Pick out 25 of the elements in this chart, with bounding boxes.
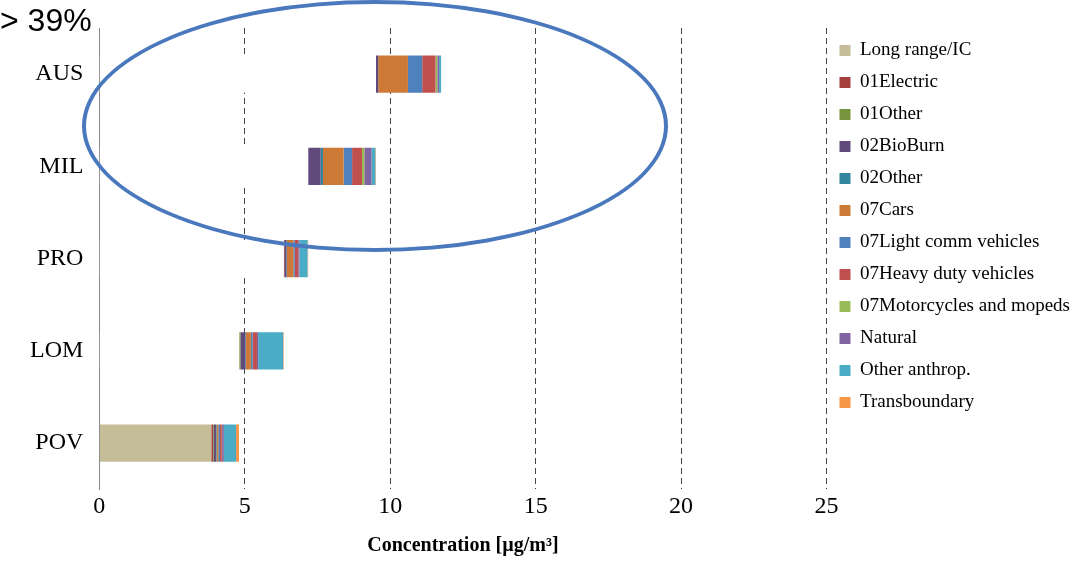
x-tick-label: 10 <box>378 491 403 518</box>
x-axis-title: Concentration [µg/m³] <box>367 533 559 557</box>
y-tick-label: MIL <box>39 151 84 178</box>
legend-label: Other anthrop. <box>859 358 971 380</box>
legend-label: 01Electric <box>859 70 939 92</box>
x-tick-label: 0 <box>93 491 106 518</box>
y-tick-label: AUS <box>35 59 84 86</box>
x-tick-label: 5 <box>238 491 251 518</box>
y-tick-label: PRO <box>36 243 84 270</box>
legend-label: 02BioBurn <box>859 134 945 156</box>
legend-label: Long range/IC <box>859 38 972 60</box>
y-tick-label: LOM <box>29 336 84 363</box>
y-tick-label: POV <box>35 428 84 455</box>
legend-label: Transboundary <box>859 390 975 412</box>
legend-label: 07Heavy duty vehicles <box>859 262 1035 284</box>
x-tick-label: 15 <box>523 491 548 518</box>
legend-label: 02Other <box>859 166 923 188</box>
legend-label: 07Cars <box>859 198 914 220</box>
legend-label: Natural <box>859 326 917 348</box>
x-tick-label: 25 <box>814 491 839 518</box>
legend-label: 07Light comm vehicles <box>859 230 1040 252</box>
text: > 39% <box>0 2 92 39</box>
legend-label: 01Other <box>859 102 923 124</box>
x-tick-label: 20 <box>669 491 694 518</box>
legend-label: 07Motorcycles and mopeds <box>859 294 1070 316</box>
